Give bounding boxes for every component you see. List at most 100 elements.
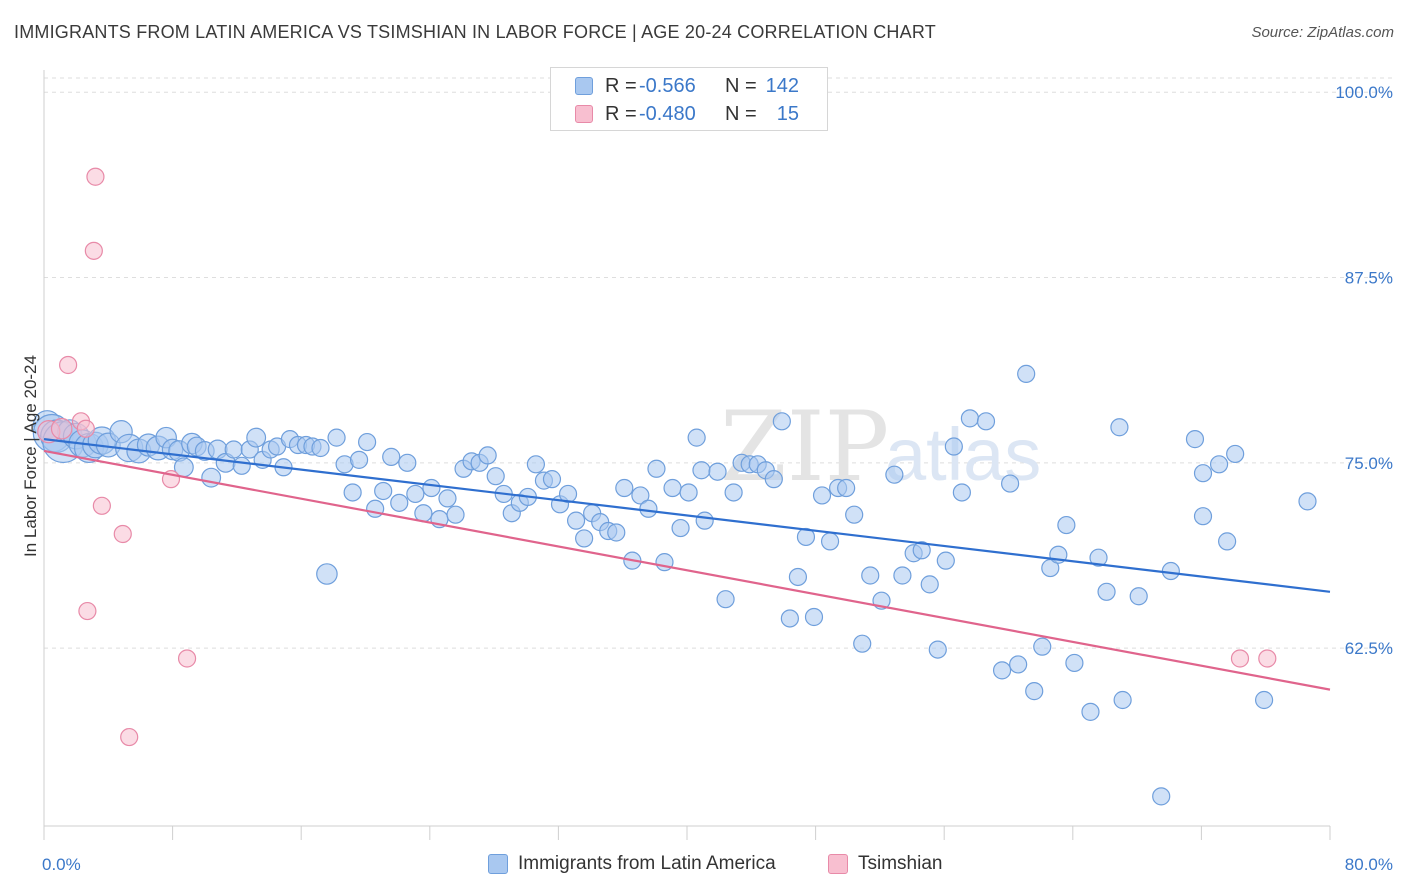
data-point bbox=[1298, 492, 1317, 511]
data-point bbox=[406, 484, 425, 504]
data-point bbox=[928, 640, 947, 659]
stats-legend: R = -0.566 N = 142 R = -0.480 N = 15 bbox=[550, 67, 828, 131]
data-point bbox=[692, 461, 711, 480]
data-point bbox=[952, 483, 971, 502]
data-point bbox=[1081, 702, 1100, 721]
data-point bbox=[1065, 653, 1084, 673]
data-point bbox=[232, 456, 251, 475]
data-point bbox=[1001, 474, 1020, 493]
data-point bbox=[687, 428, 706, 447]
data-point bbox=[671, 518, 690, 538]
data-point bbox=[796, 527, 816, 547]
data-point bbox=[84, 241, 103, 260]
series-tsimshian bbox=[37, 167, 1277, 747]
data-point bbox=[607, 523, 626, 542]
data-point bbox=[486, 467, 505, 486]
data-point bbox=[224, 440, 243, 459]
data-point bbox=[358, 432, 377, 452]
legend-item-tsimshian[interactable]: Tsimshian bbox=[828, 853, 942, 875]
data-point bbox=[772, 412, 791, 431]
x-tick-label: 80.0% bbox=[1345, 855, 1393, 874]
data-point bbox=[1209, 455, 1229, 474]
data-point bbox=[853, 634, 872, 653]
series-legend: Immigrants from Latin America Tsimshian bbox=[0, 851, 1406, 879]
chart-title: IMMIGRANTS FROM LATIN AMERICA VS TSIMSHI… bbox=[14, 22, 936, 42]
data-point bbox=[1161, 561, 1180, 581]
data-point bbox=[647, 459, 666, 478]
trend-line bbox=[43, 449, 1331, 691]
legend-label-latin-america: Immigrants from Latin America bbox=[518, 853, 776, 874]
data-point bbox=[1254, 690, 1274, 710]
data-point bbox=[708, 462, 727, 481]
data-point bbox=[1185, 430, 1205, 449]
trend-lines bbox=[43, 438, 1331, 691]
data-point bbox=[764, 470, 783, 489]
data-point bbox=[1113, 690, 1132, 710]
data-point bbox=[542, 470, 562, 489]
data-point bbox=[374, 481, 393, 501]
data-point bbox=[1089, 548, 1108, 567]
r-value: -0.566 bbox=[639, 74, 696, 97]
data-point bbox=[327, 428, 346, 447]
data-point bbox=[992, 661, 1012, 680]
y-tick-label: 75.0% bbox=[1345, 454, 1393, 473]
data-point bbox=[86, 167, 105, 186]
data-point bbox=[837, 478, 856, 498]
legend-label-tsimshian: Tsimshian bbox=[858, 853, 943, 874]
data-point bbox=[804, 607, 824, 627]
trend-line bbox=[43, 438, 1331, 593]
data-point bbox=[976, 412, 996, 431]
data-point bbox=[478, 446, 497, 465]
data-point bbox=[780, 609, 799, 628]
data-point bbox=[566, 511, 586, 530]
data-point bbox=[438, 489, 457, 508]
data-point bbox=[885, 465, 904, 484]
data-point bbox=[936, 551, 955, 570]
data-point bbox=[912, 541, 931, 560]
data-point bbox=[1097, 582, 1116, 601]
data-point bbox=[1230, 649, 1250, 668]
data-point bbox=[78, 601, 97, 621]
data-point bbox=[631, 486, 650, 505]
legend-item-latin-america[interactable]: Immigrants from Latin America bbox=[488, 853, 776, 875]
data-point bbox=[398, 453, 417, 472]
legend-swatch-latin-america bbox=[488, 854, 508, 874]
swatch-tsimshian bbox=[575, 105, 593, 123]
x-tick-label: 0.0% bbox=[42, 855, 81, 874]
data-point bbox=[120, 727, 139, 747]
data-point bbox=[639, 499, 658, 518]
watermark-zip: ZIP bbox=[720, 391, 889, 503]
data-point bbox=[820, 532, 840, 551]
data-point bbox=[861, 566, 880, 585]
y-tick-label: 62.5% bbox=[1345, 639, 1393, 658]
data-point bbox=[526, 455, 545, 474]
data-point bbox=[679, 483, 698, 502]
r-label: R = bbox=[605, 102, 637, 125]
data-point bbox=[944, 437, 963, 456]
data-point bbox=[1009, 655, 1028, 674]
data-point bbox=[615, 478, 634, 498]
data-point bbox=[920, 575, 939, 594]
data-point bbox=[246, 427, 267, 448]
data-point bbox=[695, 511, 714, 530]
swatch-latin-america bbox=[575, 77, 593, 95]
data-point bbox=[366, 499, 385, 518]
data-point bbox=[59, 355, 78, 375]
data-point bbox=[177, 649, 197, 668]
data-point bbox=[960, 409, 980, 428]
r-value: -0.480 bbox=[639, 102, 696, 125]
data-point bbox=[1129, 587, 1148, 606]
data-point bbox=[724, 483, 743, 502]
data-point bbox=[76, 419, 95, 438]
data-point bbox=[1226, 444, 1245, 464]
data-point bbox=[422, 478, 441, 498]
data-point bbox=[311, 438, 330, 458]
data-point bbox=[113, 524, 132, 544]
y-tick-label: 87.5% bbox=[1345, 269, 1393, 288]
data-point bbox=[1033, 637, 1052, 656]
series-immigrants-latin-america bbox=[32, 364, 1317, 806]
data-point bbox=[558, 484, 578, 504]
data-point bbox=[382, 447, 401, 466]
source-credit: Source: ZipAtlas.com bbox=[1251, 24, 1394, 41]
